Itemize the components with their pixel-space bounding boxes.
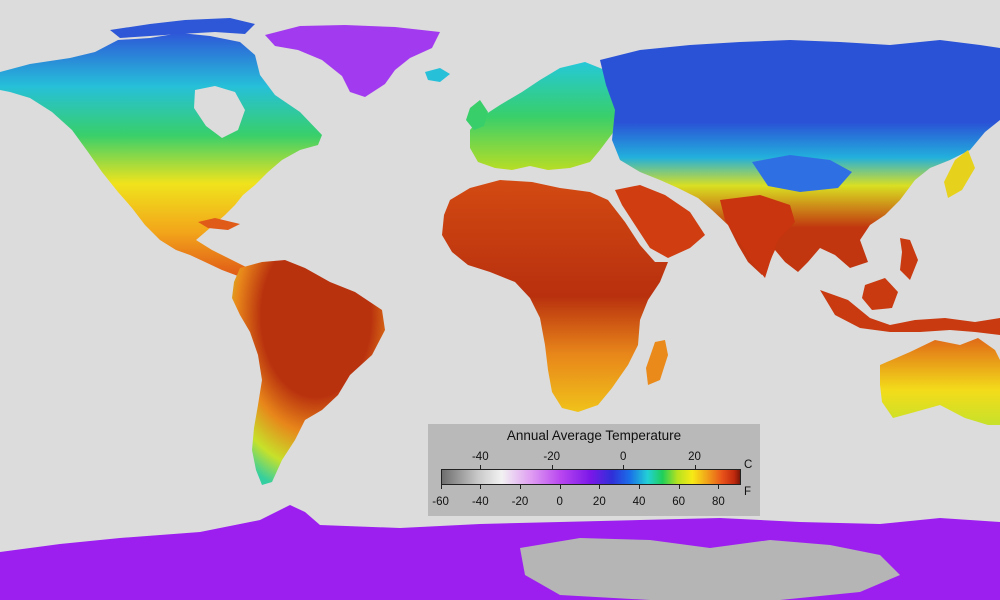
fahrenheit-tick-label: 40 — [632, 496, 646, 508]
celsius-tick-mark — [480, 465, 482, 469]
celsius-tick-label: -20 — [543, 451, 561, 463]
celsius-unit-label: C — [744, 459, 753, 471]
celsius-tick-mark — [694, 465, 696, 469]
fahrenheit-tick-label: -40 — [471, 496, 489, 508]
celsius-tick-label: 0 — [619, 451, 627, 463]
fahrenheit-tick-mark — [718, 485, 720, 489]
philippines-islands — [900, 238, 918, 280]
fahrenheit-tick-label: -60 — [432, 496, 449, 508]
africa-landmass — [442, 180, 668, 412]
fahrenheit-tick-mark — [519, 485, 521, 489]
fahrenheit-tick-label: 20 — [592, 496, 606, 508]
madagascar-island — [646, 340, 668, 385]
celsius-tick-mark — [623, 465, 625, 469]
legend-title: Annual Average Temperature — [506, 428, 682, 443]
north-america-landmass — [0, 33, 322, 276]
fahrenheit-tick-mark — [440, 485, 442, 489]
temperature-legend: Annual Average Temperature C F -40 -20 0 20… — [428, 424, 760, 516]
fahrenheit-tick-label: -20 — [511, 496, 529, 508]
fahrenheit-tick-label: 80 — [711, 496, 725, 508]
fahrenheit-tick-label: 60 — [672, 496, 686, 508]
celsius-tick-label: -40 — [471, 451, 489, 463]
australia-landmass — [880, 338, 1000, 425]
hudson-bay — [194, 86, 245, 138]
british-isles — [466, 100, 488, 130]
borneo-island — [862, 278, 898, 310]
tibet-plateau — [752, 155, 852, 192]
india-subcontinent — [720, 195, 795, 278]
celsius-tick-label: 20 — [688, 451, 701, 463]
fahrenheit-tick-mark — [599, 485, 601, 489]
fahrenheit-tick-mark — [639, 485, 641, 489]
indonesia-islands — [820, 290, 1000, 335]
fahrenheit-tick-mark — [480, 485, 482, 489]
fahrenheit-tick-mark — [678, 485, 680, 489]
iceland-island — [425, 68, 450, 82]
europe-landmass — [470, 62, 620, 170]
japan-islands — [944, 150, 975, 198]
color-scale-bar — [441, 469, 741, 485]
fahrenheit-tick-label: 0 — [556, 496, 563, 508]
fahrenheit-unit-label: F — [744, 486, 752, 498]
greenland-landmass — [265, 25, 440, 97]
antarctica-interior — [520, 538, 900, 600]
arabia-landmass — [615, 185, 705, 258]
canadian-arctic-islands — [110, 18, 255, 38]
cuba-island — [198, 218, 240, 230]
south-america-landmass — [232, 260, 385, 485]
fahrenheit-tick-mark — [559, 485, 561, 489]
celsius-tick-mark — [551, 465, 553, 469]
